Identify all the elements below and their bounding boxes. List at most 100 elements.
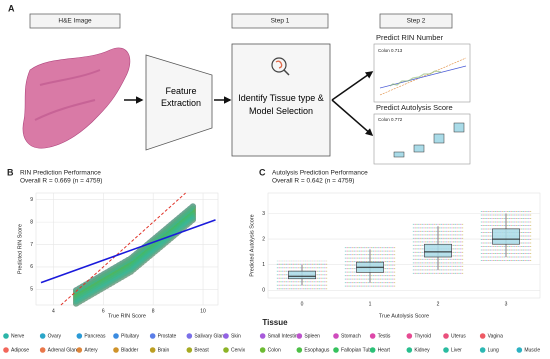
- legend-label: Thyroid: [414, 333, 431, 339]
- y-tick-label: 2: [262, 236, 265, 242]
- x-tick-label: 4: [52, 308, 55, 314]
- y-tick-label: 1: [262, 262, 265, 268]
- point-cloud: [73, 207, 196, 298]
- legend-title: Tissue: [262, 318, 288, 327]
- tissue-texture: [34, 69, 101, 121]
- box: [288, 270, 316, 280]
- legend-label: Spleen: [304, 333, 320, 339]
- autolysis-inset-label: Colon 0.772: [378, 117, 403, 122]
- point-cloud: [73, 207, 196, 298]
- point-cloud: [73, 207, 196, 298]
- legend-swatch: [223, 333, 229, 339]
- legend-label: Colon: [268, 347, 281, 353]
- feature-label: Feature Extraction: [160, 86, 202, 108]
- panel-label: B: [7, 167, 14, 177]
- colon-icon: [275, 60, 283, 69]
- search-icon: [283, 69, 290, 76]
- point-cloud: [73, 216, 196, 307]
- input-title: H&E Image: [58, 18, 92, 25]
- point-cloud: [73, 205, 196, 296]
- point-cloud: [73, 212, 196, 303]
- chart-subtitle: Overall R = 0.642 (n = 4759): [272, 178, 354, 185]
- legend-swatch: [39, 347, 46, 353]
- y-tick-label: 3: [262, 211, 265, 217]
- point-cloud: [73, 205, 196, 296]
- y-tick-label: 6: [30, 264, 33, 270]
- legend-label: Lung: [488, 347, 499, 353]
- arrow: [331, 71, 374, 101]
- legend-swatch: [3, 333, 9, 339]
- y-tick-label: 0: [262, 288, 265, 294]
- legend-swatch: [479, 347, 486, 353]
- legend-label: Adipose: [11, 347, 29, 353]
- legend-swatch: [76, 347, 83, 353]
- header-box: [231, 13, 329, 29]
- point-cloud: [73, 210, 196, 300]
- point-cloud: [73, 203, 196, 294]
- legend-label: Muscle: [524, 347, 540, 353]
- x-tick-label: 3: [505, 301, 508, 307]
- rin-inset-label: Colon 0.713: [378, 48, 403, 53]
- legend-swatch: [479, 333, 486, 339]
- feature-label-box: Feature Extraction: [160, 86, 202, 108]
- legend-swatch: [76, 333, 83, 339]
- chart-title: RIN Prediction Performance: [20, 170, 101, 177]
- legend-swatch: [406, 347, 413, 353]
- legend-label: Stomach: [341, 333, 361, 339]
- legend-swatch: [113, 347, 119, 353]
- legend-label: Prostate: [158, 333, 177, 339]
- rin-inset-title: Predict RIN Number: [376, 33, 444, 42]
- legend-swatch: [296, 347, 303, 353]
- legend-swatch: [149, 347, 156, 353]
- legend-swatch: [333, 333, 339, 339]
- model-label-box: Identify Tissue type & Model Selection: [238, 93, 324, 116]
- x-tick-label: 0: [301, 301, 304, 307]
- legend-swatch: [296, 333, 303, 339]
- legend-label: Kidney: [414, 347, 430, 353]
- y-tick-label: 8: [30, 219, 33, 225]
- point-cloud: [73, 210, 196, 300]
- point-cloud: [73, 203, 196, 294]
- search-icon: [271, 57, 287, 73]
- legend-swatch: [149, 333, 156, 339]
- point-cloud: [73, 205, 196, 296]
- y-tick-label: 9: [30, 197, 33, 203]
- legend-label: Testis: [378, 333, 391, 339]
- box: [492, 228, 520, 245]
- legend-label: Pancreas: [84, 333, 106, 339]
- legend-swatch: [369, 333, 376, 339]
- arrow: [331, 99, 374, 136]
- point-cloud: [73, 216, 196, 307]
- legend-swatch: [223, 347, 229, 353]
- step2-title: Step 2: [407, 18, 426, 25]
- model-label: Identify Tissue type & Model Selection: [238, 93, 324, 116]
- point-cloud: [73, 216, 196, 307]
- point-cloud: [73, 212, 196, 303]
- point-cloud: [73, 216, 196, 307]
- legend-label: Fallopian Tube: [341, 347, 374, 353]
- legend-label: Bladder: [121, 347, 139, 353]
- legend-label: Adrenal Gland: [48, 347, 80, 353]
- legend-label: Small Intestine: [268, 333, 301, 339]
- point-cloud: [73, 207, 196, 298]
- legend-swatch: [39, 333, 46, 339]
- x-tick-label: 10: [200, 308, 206, 314]
- legend-label: Pituitary: [121, 333, 140, 339]
- x-axis-label: True Autolysis Score: [379, 313, 429, 319]
- panel-label: A: [8, 3, 15, 13]
- legend-swatch: [113, 333, 119, 339]
- plot-area: [35, 192, 219, 306]
- legend-swatch: [406, 333, 413, 339]
- point-cloud: [73, 212, 196, 303]
- plot-area: [267, 192, 541, 299]
- he-tissue-image: [22, 47, 131, 149]
- legend-swatch: [516, 347, 523, 353]
- y-axis-label: Predicted Autolysis Score: [249, 214, 255, 276]
- panel-label: C: [259, 167, 266, 177]
- legend-swatch: [3, 347, 9, 353]
- legend-swatch: [443, 333, 449, 339]
- point-cloud: [73, 210, 196, 300]
- legend-label: Ovary: [48, 333, 62, 339]
- fit-line: [40, 219, 216, 284]
